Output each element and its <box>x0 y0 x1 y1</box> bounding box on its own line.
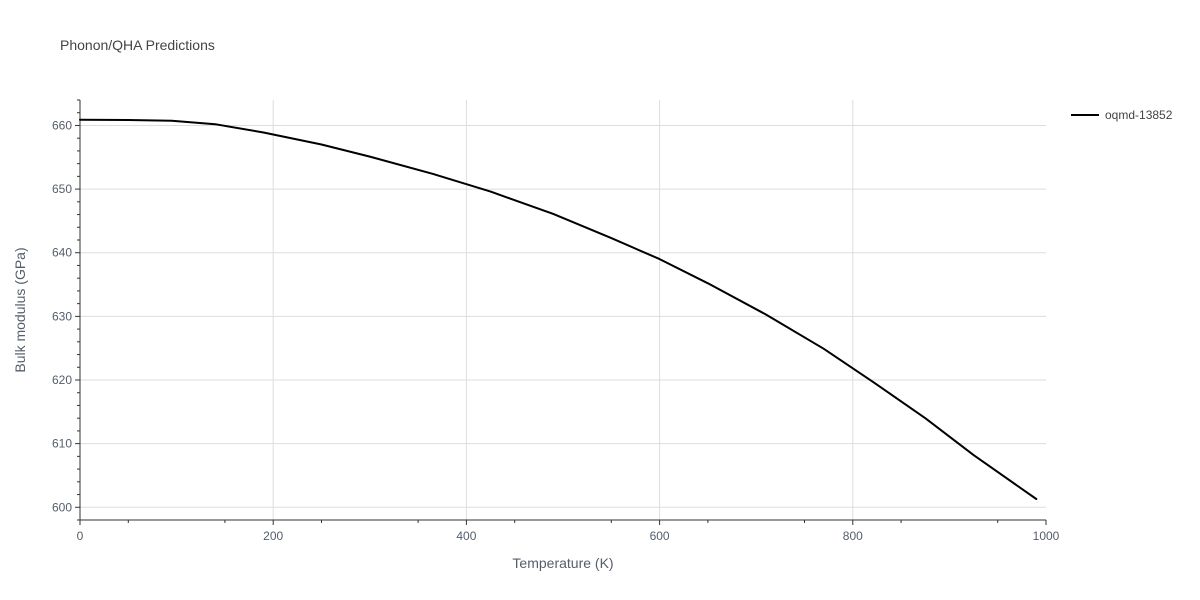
x-tick-label: 200 <box>263 529 283 543</box>
y-tick-label: 650 <box>52 182 72 196</box>
axes <box>79 100 1046 521</box>
legend-label: oqmd-13852 <box>1105 108 1173 122</box>
y-axis-title: Bulk modulus (GPa) <box>12 247 28 372</box>
x-tick-label: 400 <box>456 529 476 543</box>
chart-title: Phonon/QHA Predictions <box>60 37 215 53</box>
y-tick-label: 620 <box>52 373 72 387</box>
y-tick-label: 630 <box>52 309 72 323</box>
x-tick-label: 600 <box>650 529 670 543</box>
x-tick-label: 1000 <box>1033 529 1060 543</box>
grid-lines <box>80 100 1046 520</box>
y-tick-label: 610 <box>52 437 72 451</box>
series-layer <box>79 118 1038 500</box>
x-axis-title: Temperature (K) <box>512 555 613 571</box>
x-tick-label: 800 <box>843 529 863 543</box>
legend[interactable]: oqmd-13852 <box>1071 108 1173 122</box>
y-tick-label: 660 <box>52 118 72 132</box>
y-tick-label: 640 <box>52 246 72 260</box>
x-tick-label: 0 <box>77 529 84 543</box>
series-line[interactable] <box>79 118 1038 500</box>
y-tick-label: 600 <box>52 500 72 514</box>
ticks: 0 200 400 600 800 1000 600 610 620 630 640 650 660 <box>52 99 1060 543</box>
